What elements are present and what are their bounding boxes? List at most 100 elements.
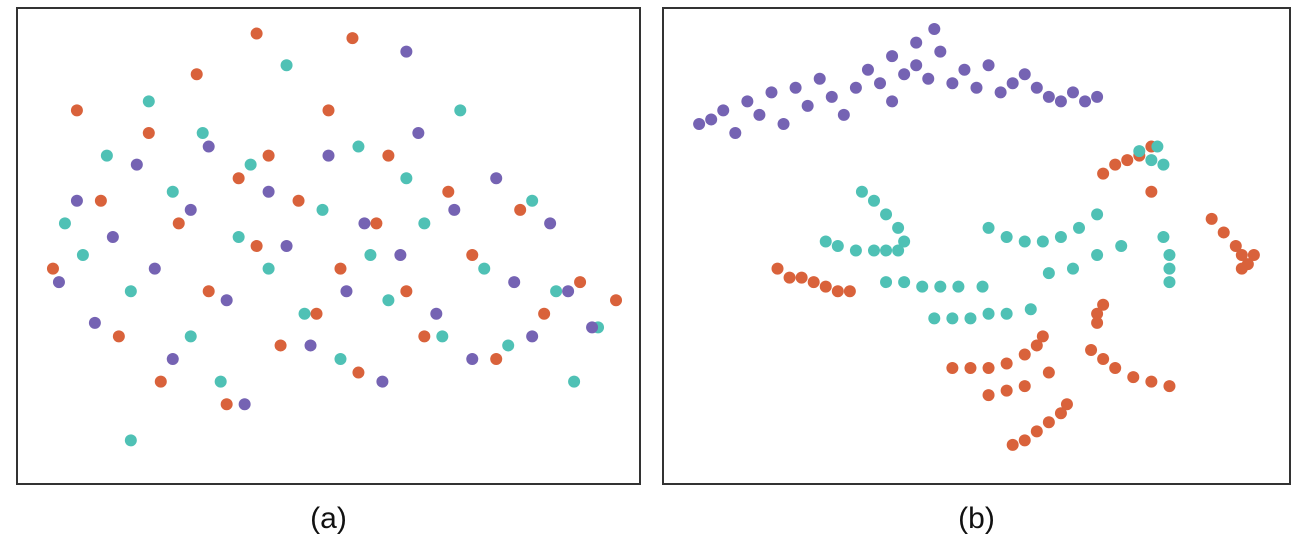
point <box>190 68 203 81</box>
point <box>1127 371 1140 384</box>
point <box>831 240 844 252</box>
point <box>52 276 65 289</box>
point <box>1163 262 1176 275</box>
point <box>202 140 215 153</box>
point <box>166 353 179 365</box>
point <box>1042 267 1055 280</box>
point <box>1151 140 1164 153</box>
point <box>250 27 263 40</box>
point <box>442 185 455 198</box>
point <box>741 95 754 108</box>
point <box>705 113 718 126</box>
point <box>418 217 431 230</box>
point <box>1091 90 1104 103</box>
point <box>610 294 623 307</box>
point <box>910 59 923 72</box>
point <box>789 81 802 94</box>
point <box>964 312 977 325</box>
point <box>1109 158 1122 171</box>
point <box>502 339 515 352</box>
point <box>765 86 778 99</box>
point <box>568 375 581 388</box>
point <box>166 185 179 198</box>
point <box>232 230 245 243</box>
point <box>1036 235 1049 248</box>
point <box>982 362 995 375</box>
point <box>70 194 83 207</box>
point <box>813 72 826 85</box>
point <box>1091 316 1104 329</box>
point <box>886 95 899 108</box>
point <box>982 389 995 402</box>
point <box>100 149 113 162</box>
point <box>819 235 832 248</box>
point <box>220 398 233 411</box>
point <box>490 353 503 365</box>
point <box>262 185 275 198</box>
point <box>1163 249 1176 262</box>
point <box>250 240 263 252</box>
point <box>454 104 467 117</box>
point <box>825 90 838 103</box>
point <box>1018 235 1031 248</box>
point <box>466 249 479 262</box>
point <box>202 285 215 298</box>
caption: (a) <box>310 502 347 535</box>
point <box>1030 425 1043 438</box>
point <box>946 312 959 325</box>
point <box>1247 249 1260 262</box>
point <box>886 50 899 63</box>
point <box>322 149 335 162</box>
point <box>448 203 461 216</box>
point <box>1000 357 1013 370</box>
point <box>418 330 431 343</box>
point <box>892 244 905 257</box>
point <box>304 339 317 352</box>
point <box>334 353 347 365</box>
point <box>922 72 935 85</box>
point <box>364 249 377 262</box>
point <box>154 375 167 388</box>
point <box>430 307 443 320</box>
point <box>867 244 880 257</box>
point <box>994 86 1007 99</box>
point <box>1109 362 1122 375</box>
point <box>1079 95 1092 108</box>
point <box>1157 230 1170 243</box>
point <box>934 280 947 293</box>
point <box>106 230 119 243</box>
point <box>1115 240 1128 252</box>
point <box>1006 77 1019 90</box>
point <box>526 194 539 207</box>
point <box>298 307 311 320</box>
point <box>1066 86 1079 99</box>
point <box>1097 298 1110 311</box>
point <box>550 285 563 298</box>
point <box>1030 339 1043 352</box>
panel-frame <box>662 7 1291 485</box>
point <box>346 32 359 45</box>
point <box>322 104 335 117</box>
point <box>777 117 790 130</box>
point <box>1163 276 1176 289</box>
point <box>1060 398 1073 411</box>
point <box>1042 416 1055 429</box>
panel-frame <box>16 7 641 485</box>
point <box>1018 380 1031 393</box>
point <box>148 262 161 275</box>
point <box>1066 262 1079 275</box>
point <box>880 244 893 257</box>
point <box>1042 90 1055 103</box>
point <box>1073 221 1086 234</box>
point <box>508 276 521 289</box>
point <box>238 398 251 411</box>
point <box>124 285 137 298</box>
point <box>916 280 929 293</box>
point <box>1235 262 1248 275</box>
point <box>982 307 995 320</box>
point <box>316 203 329 216</box>
point <box>1030 81 1043 94</box>
point <box>436 330 449 343</box>
point <box>970 81 983 94</box>
point <box>562 285 575 298</box>
